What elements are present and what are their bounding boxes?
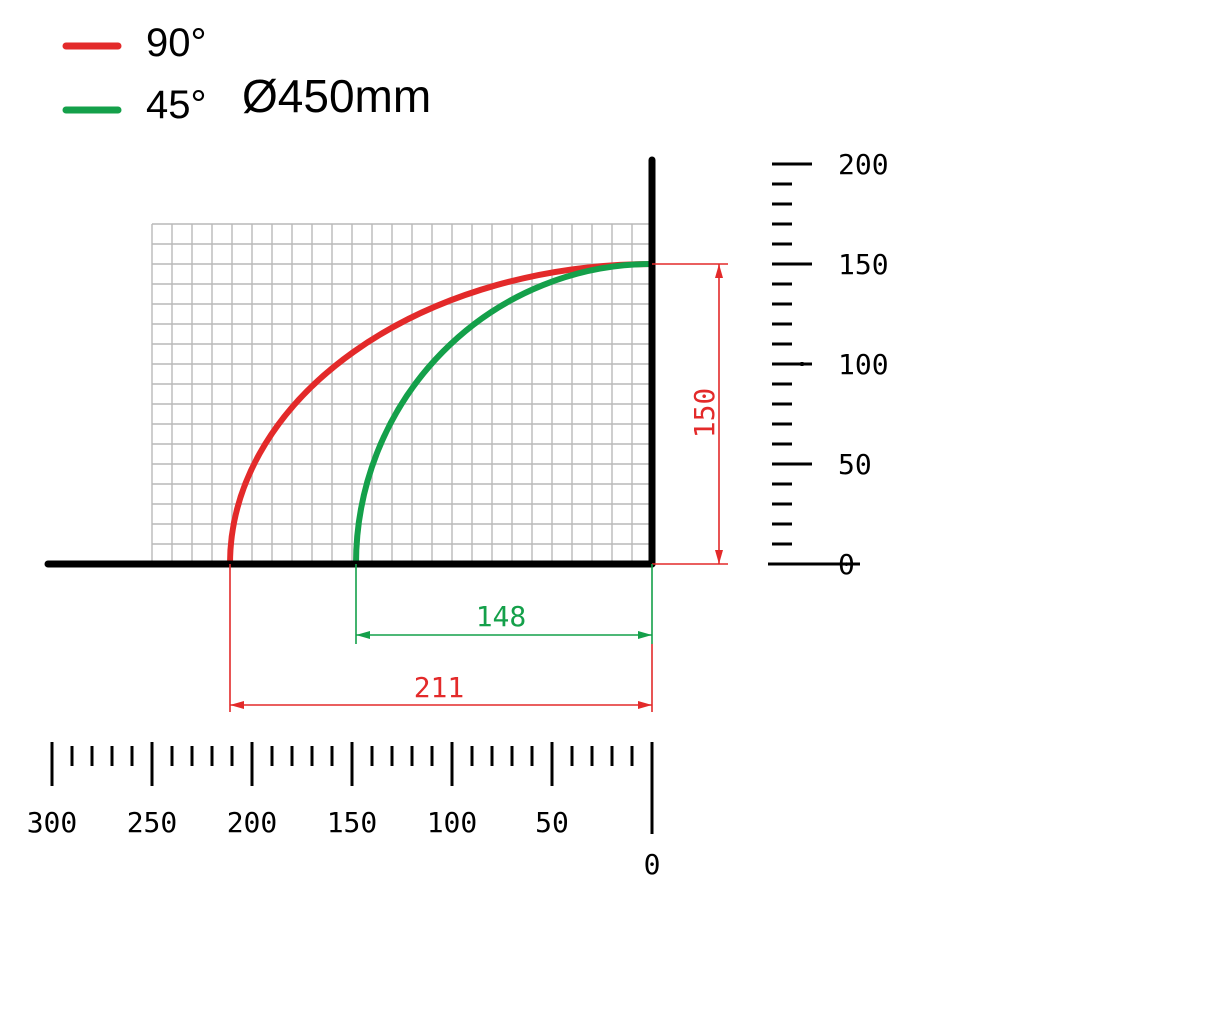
- y-tick-label: 50: [838, 448, 872, 481]
- reach-90-dimension-label: 211: [414, 671, 465, 704]
- reach-90-arrow-right: [638, 701, 652, 709]
- y-tick-label: 200: [838, 148, 889, 181]
- diameter-label: Ø450mm: [242, 70, 431, 122]
- x-tick-label: 0: [644, 848, 661, 881]
- bend-curve-45: [353, 261, 655, 567]
- grid: [151, 223, 653, 565]
- legend-label-90: 90°: [146, 21, 207, 65]
- legend-label-45: 45°: [146, 83, 207, 127]
- height-dimension-label: 150: [688, 388, 721, 439]
- y-scale: 0 50 100 150 200: [768, 148, 889, 581]
- reach-45-dimension-label: 148: [476, 600, 527, 633]
- x-tick-label: 250: [127, 806, 178, 839]
- bend-curve-90: [227, 261, 655, 567]
- height-arrow-bottom: [715, 550, 723, 564]
- x-tick-label: 150: [327, 806, 378, 839]
- legend: 90° 45° Ø450mm: [62, 21, 431, 127]
- height-arrow-top: [715, 264, 723, 278]
- x-tick-label: 300: [27, 806, 78, 839]
- y-tick-label: 0: [838, 548, 855, 581]
- reach-90-arrow-left: [230, 701, 244, 709]
- y-tick-label: 150: [838, 248, 889, 281]
- dimension-lines: 150 148 211: [229, 263, 728, 712]
- x-tick-label: 100: [427, 806, 478, 839]
- bend-curves: [227, 261, 655, 567]
- x-scale: 300 250 200 150 100 50 0: [27, 742, 661, 881]
- x-tick-label: 200: [227, 806, 278, 839]
- x-tick-label: 50: [535, 806, 569, 839]
- y-tick-label: 100: [838, 348, 889, 381]
- reach-45-arrow-right: [638, 631, 652, 639]
- reach-45-arrow-left: [356, 631, 370, 639]
